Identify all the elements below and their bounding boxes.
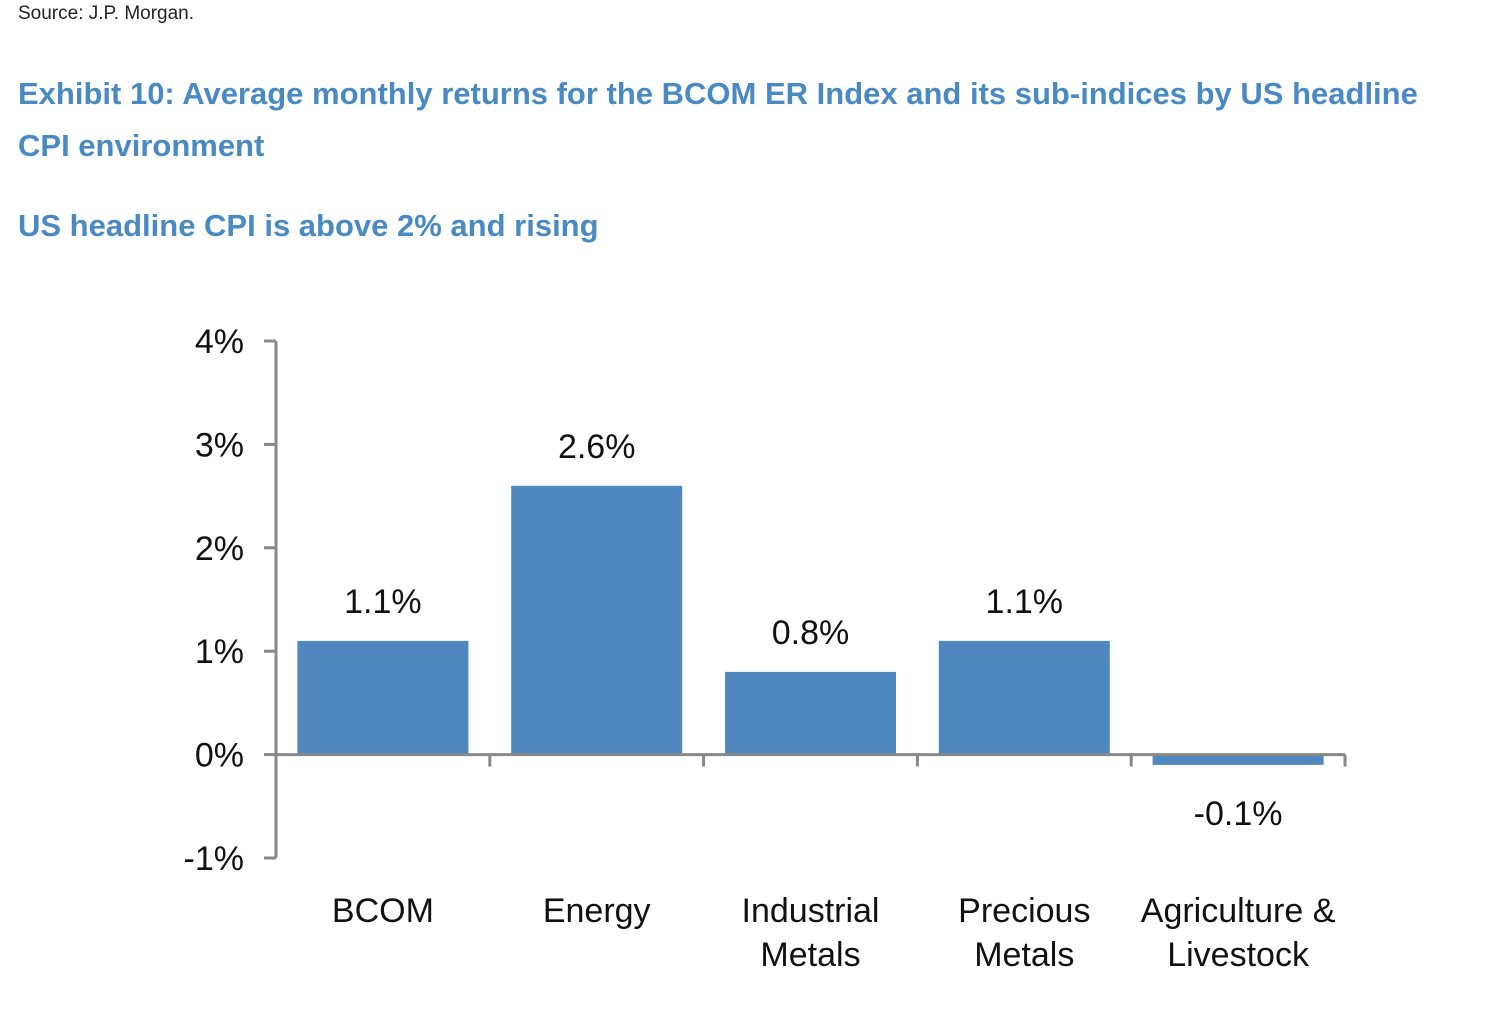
x-category-label-line: Agriculture & [1141,892,1336,930]
x-category-label-line: Livestock [1167,936,1310,974]
y-tick-label: -1% [184,840,244,878]
x-category-label: BCOM [332,892,434,930]
y-tick-label: 3% [195,426,244,464]
y-tick-label: 2% [195,530,244,568]
bar [938,640,1110,755]
y-tick-label: 0% [195,737,244,775]
data-label: 0.8% [772,614,850,652]
x-category-label-line: BCOM [332,892,434,930]
bar [1152,754,1324,765]
bar [297,640,469,755]
x-category-label-line: Precious [958,892,1090,930]
source-note: Source: J.P. Morgan. [18,3,195,24]
x-category-label-line: Industrial [742,892,880,930]
data-label: 1.1% [986,583,1064,621]
x-category-label: Energy [543,892,651,930]
x-category-label-line: Metals [974,936,1074,974]
bar [725,671,896,755]
x-category-label: Industrial Metals [742,892,880,974]
data-label: -0.1% [1194,795,1283,833]
data-label: 1.1% [344,583,422,621]
x-category-label: Precious Metals [958,892,1090,974]
x-category-label: Agriculture & Livestock [1141,892,1336,974]
x-category-label-line: Metals [760,936,860,974]
x-category-label-line: Energy [543,892,651,930]
chart-title: Exhibit 10: Average monthly returns for … [18,76,1418,163]
chart-subtitle: US headline CPI is above 2% and rising [18,208,599,243]
y-tick-label: 4% [195,323,244,361]
y-tick-label: 1% [195,633,244,671]
bar [511,485,683,755]
data-label: 2.6% [558,428,636,466]
